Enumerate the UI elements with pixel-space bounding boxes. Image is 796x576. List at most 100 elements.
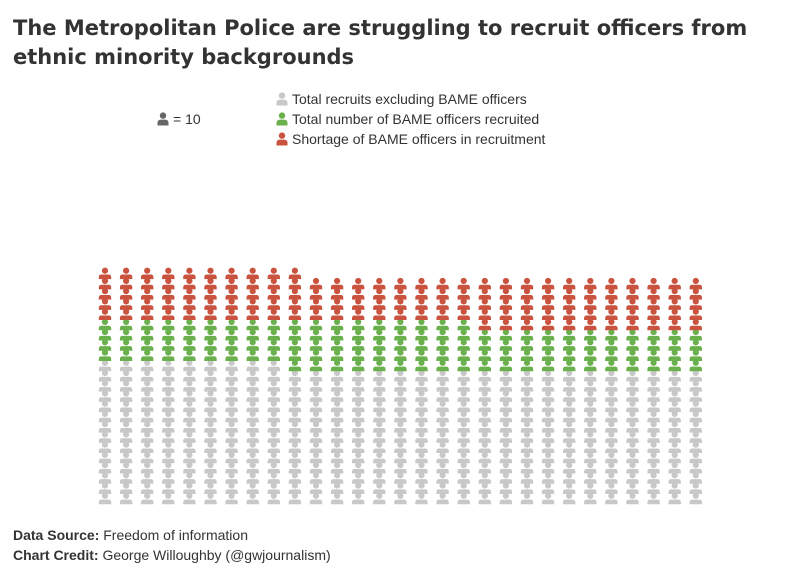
legend-label: Total number of BAME officers recruited [292, 111, 540, 127]
person-icon-mark [330, 451, 344, 464]
person-icon-mark [563, 431, 576, 443]
person-icon-mark [689, 482, 702, 494]
person-icon-mark [204, 318, 217, 331]
person-icon-mark [373, 288, 386, 300]
person-icon-mark [225, 441, 238, 454]
person-icon-mark [288, 431, 302, 443]
person-icon-mark [204, 431, 217, 443]
person-icon-mark [626, 369, 639, 382]
person-icon-mark [98, 410, 112, 423]
person-icon-mark [563, 421, 576, 433]
person-icon-mark [605, 492, 618, 505]
person-icon-mark [309, 329, 323, 341]
person-icon-mark [626, 318, 639, 331]
person-icon-mark [267, 482, 280, 494]
person-icon-mark [352, 472, 365, 484]
person-icon-mark [584, 482, 597, 494]
person-icon-mark [98, 349, 112, 361]
person-icon-mark [626, 441, 639, 454]
person-icon-mark [98, 462, 112, 474]
person-icon-mark [478, 431, 491, 443]
person-icon-mark [584, 410, 597, 423]
person-icon-mark [98, 390, 112, 402]
person-icon-mark [457, 472, 470, 484]
person-icon-mark [520, 421, 534, 433]
person-icon-mark [605, 308, 618, 321]
person-icon-mark [689, 400, 702, 413]
person-icon-mark [119, 277, 133, 290]
person-icon-mark [373, 482, 386, 494]
person-icon-mark [563, 400, 576, 413]
person-icon-mark [330, 308, 344, 321]
legend: Total recruits excluding BAME officers T… [276, 89, 545, 149]
person-icon-mark [436, 369, 449, 382]
person-icon-mark [499, 339, 513, 351]
person-icon-mark [584, 431, 597, 443]
person-icon-mark [204, 267, 217, 280]
person-icon-mark [98, 298, 112, 310]
person-icon-mark [204, 288, 217, 300]
person-icon-mark [119, 288, 133, 300]
person-icon-mark [541, 421, 555, 433]
person-icon-mark [288, 400, 302, 413]
person-icon-mark [520, 288, 534, 300]
person-icon-mark [584, 349, 597, 361]
person-icon-mark [288, 308, 302, 321]
person-icon-mark [183, 462, 196, 474]
person-icon-mark [668, 349, 681, 361]
person-icon-mark [668, 380, 681, 392]
person-icon-mark [246, 369, 259, 382]
person-icon-mark [689, 288, 702, 300]
person-icon-mark [141, 482, 154, 494]
footer: Data Source: Freedom of information Char… [13, 525, 331, 565]
person-icon-mark [288, 349, 302, 361]
person-icon-mark [605, 349, 618, 361]
person-icon-mark [288, 339, 302, 351]
person-icon-mark [626, 308, 639, 321]
person-icon-mark [668, 441, 681, 454]
person-icon-mark [309, 451, 323, 464]
person-icon-mark [647, 400, 660, 413]
person-icon-mark [162, 359, 175, 372]
person-icon-mark [541, 277, 555, 290]
person-icon-mark [647, 451, 660, 464]
person-icon-mark [689, 441, 702, 454]
person-icon-mark [457, 349, 470, 361]
person-icon-mark [141, 441, 154, 454]
person-icon-mark [309, 462, 323, 474]
person-icon-mark [352, 451, 365, 464]
person-icon-mark [119, 451, 133, 464]
person-icon-mark [98, 451, 112, 464]
person-icon-mark [689, 410, 702, 423]
person-icon-mark [225, 421, 238, 433]
person-icon-mark [183, 318, 196, 331]
person-icon-mark [309, 400, 323, 413]
person-icon-mark [563, 359, 576, 372]
person-icon-mark [668, 308, 681, 321]
person-icon-mark [605, 277, 618, 290]
person-icon-mark [563, 298, 576, 310]
person-icon-mark [499, 329, 513, 341]
person-icon-mark [246, 482, 259, 494]
person-icon-mark [267, 462, 280, 474]
person-icon-mark [330, 390, 344, 402]
person-icon-mark [352, 349, 365, 361]
person-icon-mark [204, 359, 217, 372]
person-icon-mark [520, 318, 534, 331]
person-icon-mark [520, 462, 534, 474]
person-icon-mark [373, 390, 386, 402]
person-icon-mark [352, 492, 365, 505]
person-icon-mark [415, 482, 428, 494]
person-icon-mark [689, 462, 702, 474]
person-icon-mark [141, 267, 154, 280]
legend-label: Total recruits excluding BAME officers [292, 91, 527, 107]
person-icon-mark [352, 462, 365, 474]
person-icon-mark [520, 400, 534, 413]
person-icon-mark [352, 308, 365, 321]
person-icon-mark [457, 298, 470, 310]
legend-item-bame-recruited: Total number of BAME officers recruited [276, 109, 545, 129]
person-icon-mark [373, 318, 386, 331]
person-icon-mark [605, 400, 618, 413]
person-icon-mark [668, 339, 681, 351]
person-icon-mark [499, 431, 513, 443]
